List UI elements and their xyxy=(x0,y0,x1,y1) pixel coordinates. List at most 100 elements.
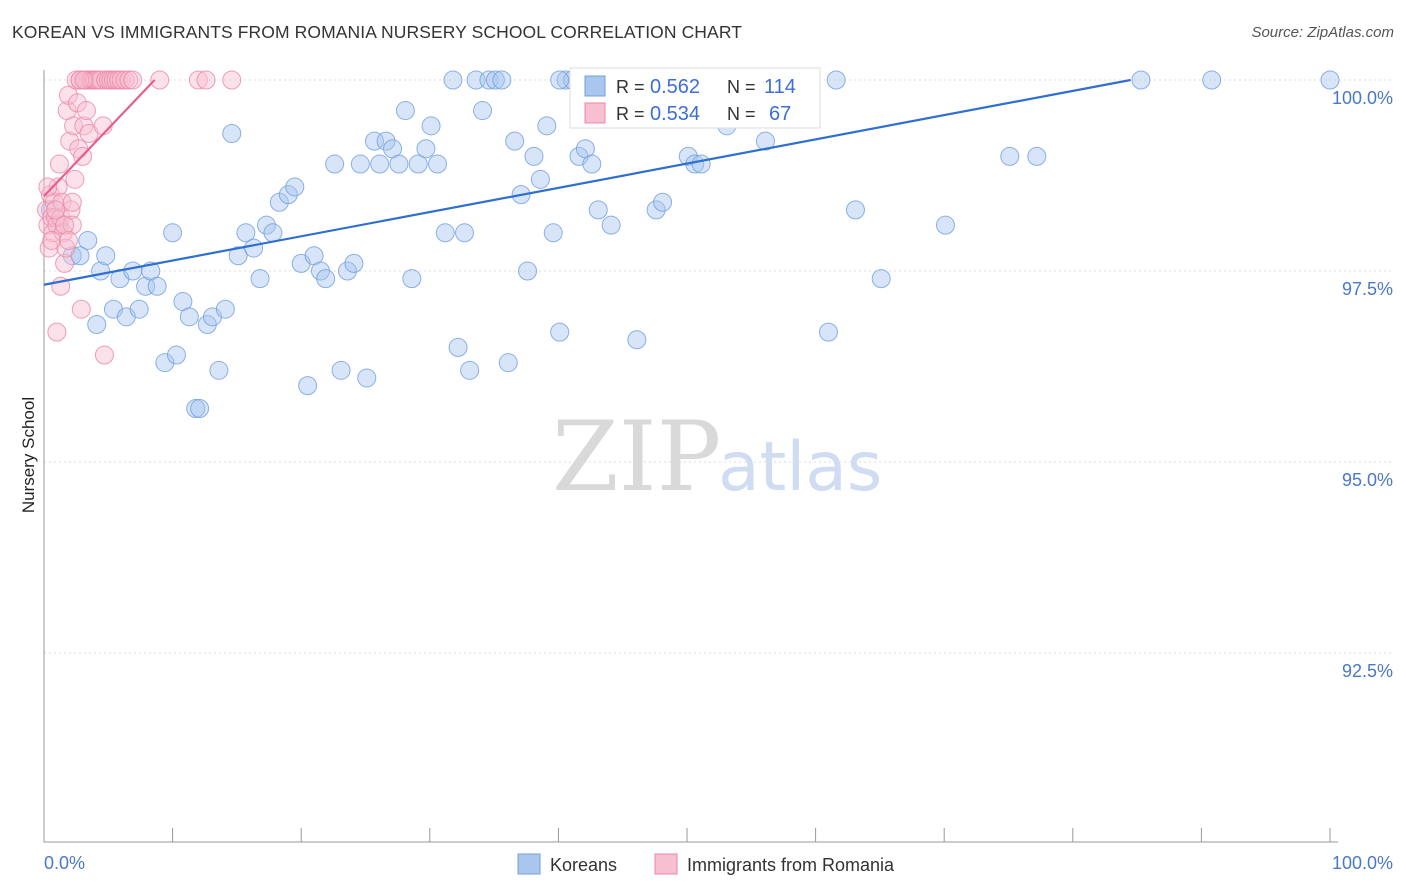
point-korean-83 xyxy=(588,200,608,220)
point-korean-85 xyxy=(627,330,647,350)
source-label: Source: ZipAtlas.com xyxy=(1251,24,1394,41)
point-korean-2 xyxy=(62,246,82,266)
point-korean-60 xyxy=(443,70,463,90)
trend-line-romania xyxy=(43,79,156,197)
legend-r-value-1: 0.562 xyxy=(650,76,700,98)
point-korean-65 xyxy=(473,101,493,121)
point-korean-95 xyxy=(755,131,775,151)
point-korean-62 xyxy=(455,223,475,243)
point-korean-63 xyxy=(460,360,480,380)
point-korean-69 xyxy=(498,353,518,373)
watermark-zip: ZIP xyxy=(552,401,721,513)
point-romania-14 xyxy=(55,253,75,273)
legend-r-label-2: R = xyxy=(616,104,645,124)
point-korean-11 xyxy=(123,261,143,281)
point-korean-48 xyxy=(365,131,385,151)
point-korean-30 xyxy=(244,238,264,258)
point-korean-50 xyxy=(376,131,396,151)
point-korean-38 xyxy=(298,376,318,396)
point-romania-59 xyxy=(58,230,78,250)
point-korean-77 xyxy=(550,322,570,342)
point-korean-7 xyxy=(96,246,116,266)
point-korean-32 xyxy=(256,215,276,235)
point-korean-87 xyxy=(646,200,666,220)
point-korean-101 xyxy=(935,215,955,235)
point-romania-31 xyxy=(76,101,96,121)
point-romania-60 xyxy=(62,192,82,212)
point-romania-21 xyxy=(64,116,84,136)
point-korean-35 xyxy=(278,185,298,205)
point-korean-58 xyxy=(428,154,448,174)
x-tick-label-1: 100.0% xyxy=(1332,853,1393,873)
legend-n-label-2: N = xyxy=(727,104,756,124)
point-korean-44 xyxy=(337,261,357,281)
point-korean-27 xyxy=(222,123,242,143)
point-korean-102 xyxy=(1000,146,1020,166)
point-romania-9 xyxy=(48,177,68,197)
point-romania-27 xyxy=(71,299,91,319)
point-korean-76 xyxy=(543,223,563,243)
point-korean-56 xyxy=(416,139,436,159)
point-korean-107 xyxy=(845,200,865,220)
legend-bottom-romania: Immigrants from Romania xyxy=(687,855,895,875)
point-romania-2 xyxy=(39,238,59,258)
point-romania-10 xyxy=(49,154,69,174)
point-korean-109 xyxy=(550,70,570,90)
point-korean-33 xyxy=(263,223,283,243)
trend-line-koreans xyxy=(43,78,1131,286)
trend-lines xyxy=(43,78,1131,286)
point-korean-41 xyxy=(316,269,336,289)
legend-n-value-1: 114 xyxy=(764,76,796,98)
point-korean-70 xyxy=(505,131,525,151)
point-korean-18 xyxy=(166,345,186,365)
point-korean-28 xyxy=(228,246,248,266)
legend-r-value-2: 0.534 xyxy=(650,103,700,125)
point-romania-58 xyxy=(55,215,75,235)
y-axis-label: Nursery School xyxy=(19,397,38,513)
point-korean-20 xyxy=(179,307,199,327)
watermark: ZIP atlas xyxy=(552,401,882,513)
y-tick-label-0: 100.0% xyxy=(1332,88,1393,108)
legend-stats: R = 0.562 N = 114 R = 0.534 N = 67 xyxy=(569,67,821,129)
point-korean-12 xyxy=(129,299,149,319)
point-korean-106 xyxy=(1320,70,1340,90)
point-romania-66 xyxy=(74,70,94,90)
legend-swatch-romania xyxy=(584,102,606,124)
x-tick-labels: 0.0% 100.0% xyxy=(44,853,1393,873)
point-romania-20 xyxy=(62,215,82,235)
legend-n-label-1: N = xyxy=(727,77,756,97)
point-romania-22 xyxy=(65,169,85,189)
point-korean-5 xyxy=(87,314,107,334)
x-tick-label-0: 0.0% xyxy=(44,853,85,873)
chart-title: KOREAN VS IMMIGRANTS FROM ROMANIA NURSER… xyxy=(12,22,743,42)
point-romania-53 xyxy=(38,177,58,197)
point-korean-74 xyxy=(530,169,550,189)
point-korean-67 xyxy=(485,70,505,90)
point-korean-72 xyxy=(518,261,538,281)
point-romania-54 xyxy=(42,230,62,250)
scatter-points xyxy=(37,70,1340,419)
point-korean-88 xyxy=(653,192,673,212)
point-korean-73 xyxy=(524,146,544,166)
point-korean-22 xyxy=(190,399,210,419)
legend-bottom-swatch-koreans xyxy=(517,853,541,875)
gridlines xyxy=(44,79,1392,654)
point-korean-104 xyxy=(1131,70,1151,90)
point-korean-75 xyxy=(537,116,557,136)
point-korean-100 xyxy=(871,269,891,289)
point-korean-13 xyxy=(136,276,156,296)
point-korean-68 xyxy=(492,70,512,90)
y-tick-label-3: 92.5% xyxy=(1342,661,1393,681)
point-korean-91 xyxy=(691,154,711,174)
legend-n-value-2: 67 xyxy=(769,103,791,125)
point-korean-45 xyxy=(344,253,364,273)
legend-box xyxy=(569,67,821,129)
point-korean-54 xyxy=(402,269,422,289)
point-korean-3 xyxy=(78,230,98,250)
legend-bottom-koreans: Koreans xyxy=(550,855,617,875)
legend-bottom-swatch-romania xyxy=(654,853,678,875)
point-korean-43 xyxy=(331,360,351,380)
point-korean-17 xyxy=(163,223,183,243)
point-korean-84 xyxy=(601,215,621,235)
